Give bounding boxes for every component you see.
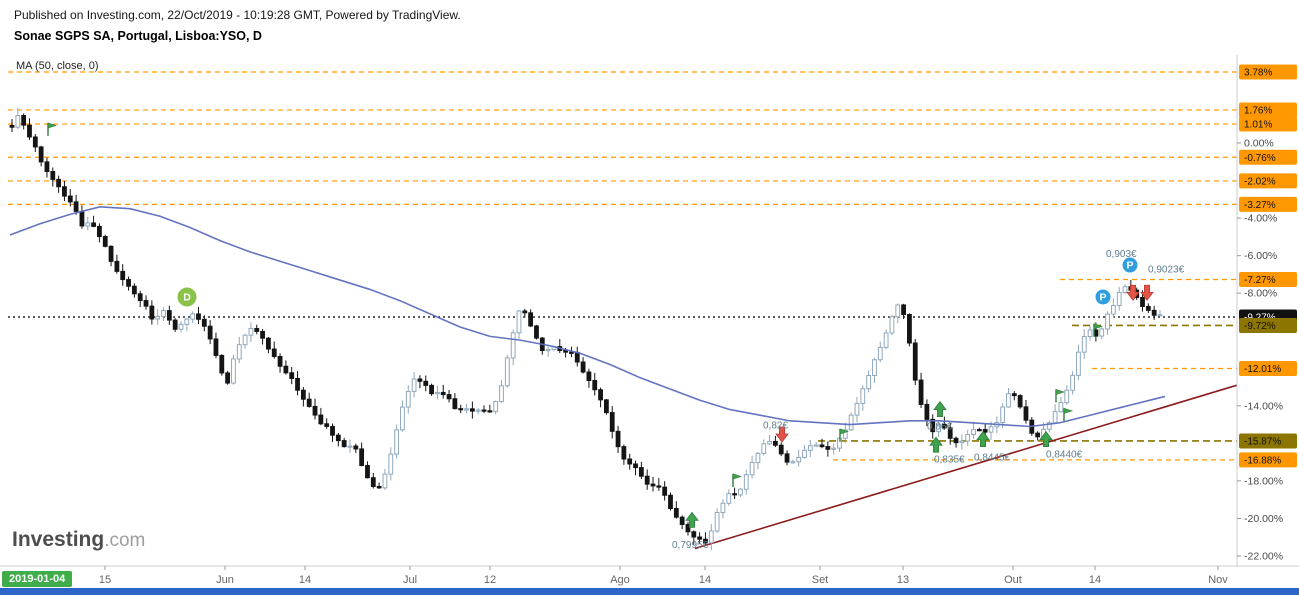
svg-text:14: 14 (299, 574, 311, 586)
flag-marker[interactable] (732, 473, 742, 487)
svg-text:-20.00%: -20.00% (1244, 513, 1283, 525)
svg-text:-18.00%: -18.00% (1244, 475, 1283, 487)
bottom-scrollbar[interactable] (0, 588, 1299, 595)
date-tag[interactable]: 2019-01-04 (2, 571, 73, 587)
svg-text:14: 14 (699, 574, 711, 586)
investing-logo-suffix: .com (104, 530, 146, 551)
svg-text:Jun: Jun (216, 574, 234, 586)
published-line: Published on Investing.com, 22/Oct/2019 … (14, 8, 461, 22)
svg-text:12: 12 (484, 574, 496, 586)
svg-text:1.01%: 1.01% (1244, 120, 1272, 131)
svg-text:1.76%: 1.76% (1244, 105, 1272, 116)
flag-marker[interactable] (47, 122, 57, 136)
svg-text:P: P (1126, 260, 1133, 272)
svg-text:P: P (1099, 292, 1106, 304)
svg-text:0,9023€: 0,9023€ (1148, 265, 1185, 276)
axes-layer[interactable]: 0.00% -4.00% -6.00% -8.00% -14.00% -18.00% -20… (0, 55, 1299, 586)
svg-text:0,835€: 0,835€ (934, 454, 965, 465)
markers-layer: D P P (47, 122, 1154, 528)
arrow-up-marker[interactable] (933, 400, 947, 417)
level-lines-layer (8, 71, 1237, 461)
svg-text:-22.00%: -22.00% (1244, 551, 1283, 563)
svg-text:0,8445€: 0,8445€ (974, 452, 1011, 463)
svg-text:0,8440€: 0,8440€ (1046, 450, 1083, 461)
arrow-up-marker[interactable] (976, 430, 990, 448)
svg-text:0,86€: 0,86€ (927, 421, 952, 432)
svg-text:Out: Out (1004, 574, 1022, 586)
svg-text:Set: Set (812, 574, 829, 586)
svg-text:-2.02%: -2.02% (1244, 176, 1276, 187)
arrow-down-marker[interactable] (1140, 284, 1154, 301)
flag-marker[interactable] (1063, 407, 1073, 422)
dividend-marker[interactable]: D (176, 286, 198, 308)
svg-text:-12.01%: -12.01% (1244, 364, 1281, 375)
svg-text:0,7995€: 0,7995€ (672, 540, 709, 551)
symbol-title: Sonae SGPS SA, Portugal, Lisboa:YSO, D (14, 29, 262, 43)
svg-text:Nov: Nov (1208, 574, 1228, 586)
svg-text:Ago: Ago (610, 574, 630, 586)
arrow-up-marker[interactable] (685, 511, 699, 528)
svg-text:-8.00%: -8.00% (1244, 288, 1277, 300)
trend-line[interactable] (694, 384, 1238, 550)
ma-indicator-label[interactable]: MA (50, close, 0) (16, 60, 99, 72)
svg-text:-15.87%: -15.87% (1244, 436, 1281, 447)
svg-text:3.78%: 3.78% (1244, 68, 1272, 79)
svg-text:-6.00%: -6.00% (1244, 250, 1277, 262)
svg-text:-7.27%: -7.27% (1244, 275, 1276, 286)
svg-text:0.00%: 0.00% (1244, 138, 1274, 150)
svg-text:D: D (183, 292, 191, 304)
svg-text:15: 15 (99, 574, 111, 586)
arrow-up-marker[interactable] (1039, 430, 1053, 448)
svg-text:-0.76%: -0.76% (1244, 153, 1276, 164)
svg-text:-16.88%: -16.88% (1244, 455, 1281, 466)
svg-text:13: 13 (897, 574, 909, 586)
svg-text:Jul: Jul (403, 574, 417, 586)
flag-marker[interactable] (1055, 389, 1065, 403)
flag-marker[interactable] (1093, 323, 1103, 337)
publication-marker[interactable]: P (1094, 288, 1112, 306)
flag-marker[interactable] (839, 428, 849, 442)
svg-text:0,903€: 0,903€ (1106, 249, 1137, 260)
ma50-line[interactable] (9, 206, 1166, 428)
svg-text:-3.27%: -3.27% (1244, 200, 1276, 211)
svg-text:0,82€: 0,82€ (763, 421, 788, 432)
arrow-down-marker[interactable] (1126, 284, 1140, 301)
svg-text:-14.00%: -14.00% (1244, 400, 1283, 412)
arrow-down-marker[interactable] (775, 426, 789, 443)
svg-text:-4.00%: -4.00% (1244, 213, 1277, 225)
price-labels-layer: 0,7995€ 0,82€ 0,86€ 0,835€ 0,8445€ 0,8440€ 0,9… (672, 249, 1185, 551)
arrow-up-marker[interactable] (929, 436, 943, 453)
svg-text:14: 14 (1089, 574, 1101, 586)
svg-text:-9.72%: -9.72% (1244, 321, 1276, 332)
investing-logo-text: Investing (12, 528, 105, 551)
candlestick-series (9, 107, 1163, 551)
chart-header: Published on Investing.com, 22/Oct/2019 … (14, 8, 461, 43)
investing-watermark: Investing.com (12, 528, 145, 552)
publication-marker[interactable]: P (1121, 256, 1139, 274)
